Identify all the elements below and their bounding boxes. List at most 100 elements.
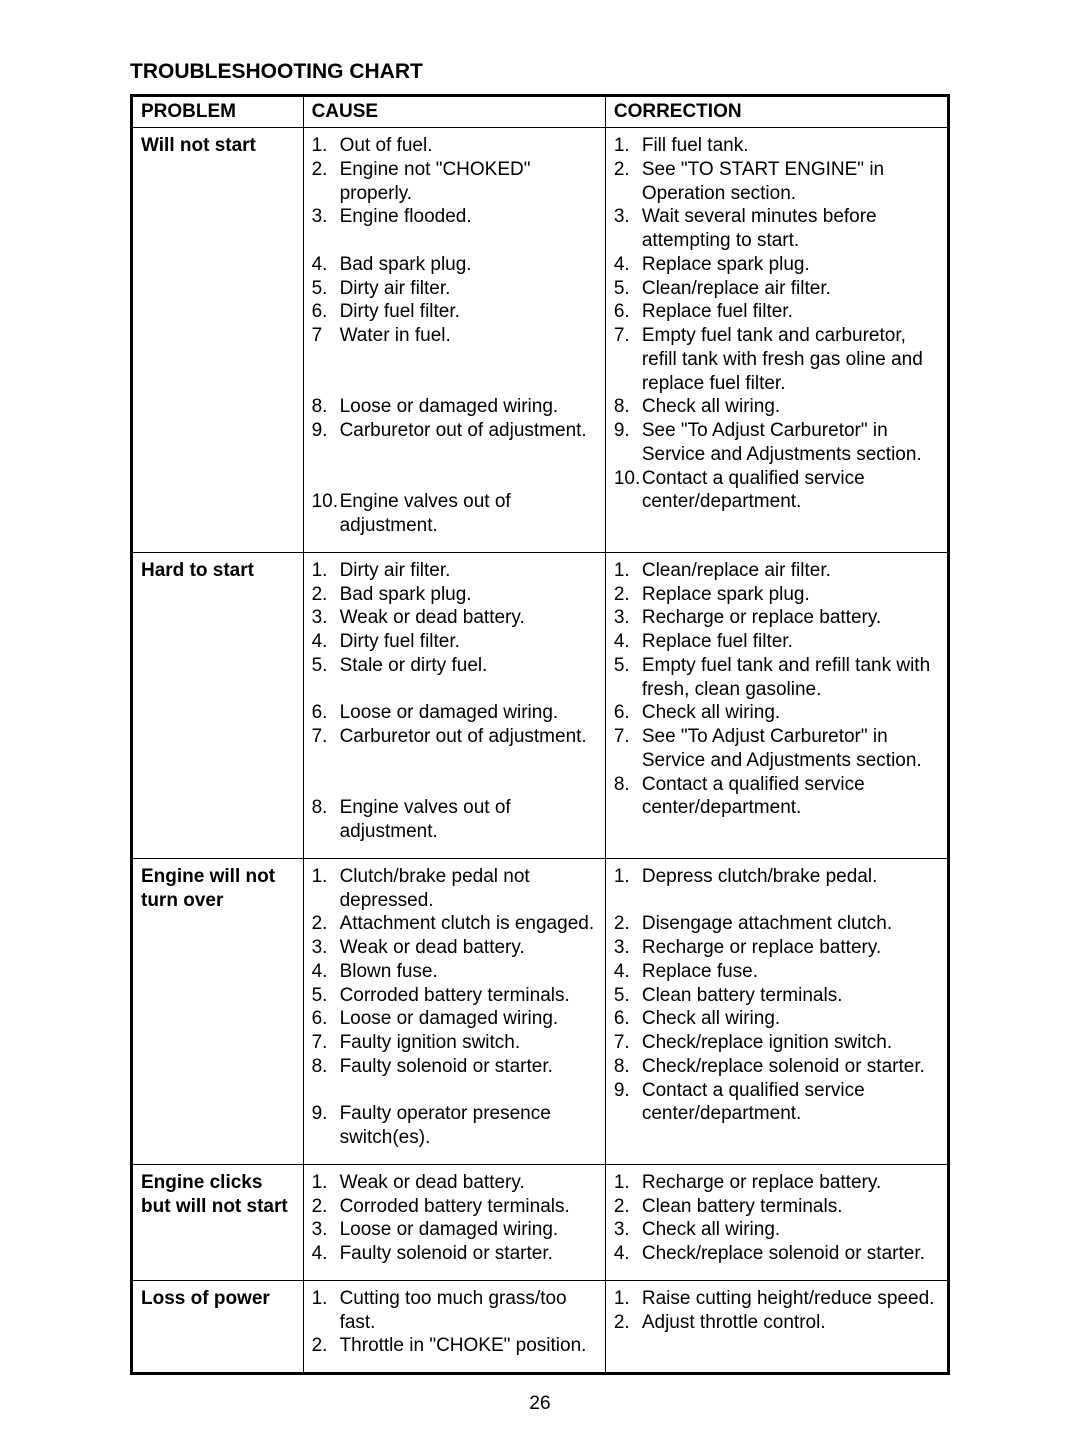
problem-cell: Loss of power [132,1280,304,1373]
header-correction: CORRECTION [605,96,948,128]
troubleshooting-table: PROBLEM CAUSE CORRECTION Will not start1… [130,94,950,1375]
problem-cell: Engine will not turn over [132,858,304,1164]
list-item: 5.Dirty air filter. [312,277,597,301]
list-item: 8.Engine valves out of adjustment. [312,796,597,844]
list-item: 9.Carburetor out of adjustment. [312,419,597,443]
list-item: 9.Contact a qualified service center/dep… [614,1079,939,1127]
list-item: 3.Wait several minutes before attempting… [614,205,939,253]
list-item: 2.Replace spark plug. [614,583,939,607]
list-item: 1.Out of fuel. [312,134,597,158]
list-item: 10.Contact a qualified service center/de… [614,467,939,515]
list-item [312,1079,597,1103]
list-item: 4.Replace spark plug. [614,253,939,277]
cause-cell: 1.Weak or dead battery.2.Corroded batter… [303,1164,605,1280]
correction-cell: 1.Clean/replace air filter.2.Replace spa… [605,552,948,858]
list-item: 3.Check all wiring. [614,1218,939,1242]
list-item: 2.See "TO START ENGINE" in Operation sec… [614,158,939,206]
list-item: 3.Recharge or replace battery. [614,606,939,630]
list-item [312,467,597,491]
list-item: 1.Recharge or replace battery. [614,1171,939,1195]
list-item: 9.See "To Adjust Carburetor" in Service … [614,419,939,467]
list-item: 8.Check all wiring. [614,395,939,419]
list-item: 7.Check/replace ignition switch. [614,1031,939,1055]
list-item: 7.Carburetor out of adjustment. [312,725,597,749]
list-item: 8.Check/replace solenoid or starter. [614,1055,939,1079]
correction-cell: 1.Recharge or replace battery.2.Clean ba… [605,1164,948,1280]
correction-cell: 1.Raise cutting height/reduce speed.2.Ad… [605,1280,948,1373]
list-item: 1.Depress clutch/brake pedal. [614,865,939,889]
cause-cell: 1.Clutch/brake pedal not depressed.2.Att… [303,858,605,1164]
list-item: 1.Dirty air filter. [312,559,597,583]
list-item: 4.Replace fuel filter. [614,630,939,654]
list-item: 7.See "To Adjust Carburetor" in Service … [614,725,939,773]
list-item: 3.Weak or dead battery. [312,606,597,630]
list-item: 3.Engine flooded. [312,205,597,229]
header-problem: PROBLEM [132,96,304,128]
list-item: 5.Corroded battery terminals. [312,984,597,1008]
table-row: Engine will not turn over1.Clutch/brake … [132,858,949,1164]
correction-cell: 1.Depress clutch/brake pedal. 2.Disengag… [605,858,948,1164]
table-row: Loss of power1.Cutting too much grass/to… [132,1280,949,1373]
page-number: 26 [130,1393,950,1415]
list-item: 4.Blown fuse. [312,960,597,984]
list-item: 6.Loose or damaged wiring. [312,701,597,725]
list-item: 3.Weak or dead battery. [312,936,597,960]
list-item: 2.Throttle in "CHOKE" position. [312,1334,597,1358]
list-item: 5.Clean battery terminals. [614,984,939,1008]
list-item: 5.Empty fuel tank and refill tank with f… [614,654,939,702]
list-item: 7.Empty fuel tank and carburetor, refill… [614,324,939,395]
list-item: 3.Recharge or replace battery. [614,936,939,960]
list-item: 4.Bad spark plug. [312,253,597,277]
list-item: 6.Check all wiring. [614,1007,939,1031]
list-item: 10.Engine valves out of adjustment. [312,490,597,538]
list-item: 6.Loose or damaged wiring. [312,1007,597,1031]
table-row: Engine clicks but will not start1.Weak o… [132,1164,949,1280]
list-item [312,678,597,702]
list-item: 2.Bad spark plug. [312,583,597,607]
list-item: 3.Loose or damaged wiring. [312,1218,597,1242]
chart-title: TROUBLESHOOTING CHART [130,60,950,84]
list-item [312,773,597,797]
correction-cell: 1.Fill fuel tank.2.See "TO START ENGINE"… [605,128,948,553]
problem-cell: Hard to start [132,552,304,858]
list-item: 9.Faulty operator presence switch(es). [312,1102,597,1150]
list-item: 8.Contact a qualified service center/dep… [614,773,939,821]
list-item: 4.Dirty fuel filter. [312,630,597,654]
list-item: 4.Faulty solenoid or starter. [312,1242,597,1266]
list-item: 1.Weak or dead battery. [312,1171,597,1195]
list-item: 5.Stale or dirty fuel. [312,654,597,678]
list-item [312,348,597,372]
list-item [614,889,939,913]
list-item: 7Water in fuel. [312,324,597,348]
list-item: 2.Engine not "CHOKED" properly. [312,158,597,206]
list-item: 2.Disengage attachment clutch. [614,912,939,936]
cause-cell: 1.Dirty air filter.2.Bad spark plug.3.We… [303,552,605,858]
list-item: 2.Corroded battery terminals. [312,1195,597,1219]
list-item [312,229,597,253]
cause-cell: 1.Cutting too much grass/too fast.2.Thro… [303,1280,605,1373]
list-item: 6.Replace fuel filter. [614,300,939,324]
list-item: 8.Loose or damaged wiring. [312,395,597,419]
list-item: 1.Clutch/brake pedal not depressed. [312,865,597,913]
list-item: 1.Fill fuel tank. [614,134,939,158]
list-item: 2.Attachment clutch is engaged. [312,912,597,936]
list-item: 6.Dirty fuel filter. [312,300,597,324]
header-cause: CAUSE [303,96,605,128]
table-header-row: PROBLEM CAUSE CORRECTION [132,96,949,128]
list-item: 8.Faulty solenoid or starter. [312,1055,597,1079]
list-item [312,749,597,773]
list-item: 1.Cutting too much grass/too fast. [312,1287,597,1335]
list-item: 5.Clean/replace air filter. [614,277,939,301]
list-item: 7.Faulty ignition switch. [312,1031,597,1055]
list-item: 2.Clean battery terminals. [614,1195,939,1219]
list-item: 4.Replace fuse. [614,960,939,984]
cause-cell: 1.Out of fuel.2.Engine not "CHOKED" prop… [303,128,605,553]
table-row: Hard to start1.Dirty air filter.2.Bad sp… [132,552,949,858]
problem-cell: Engine clicks but will not start [132,1164,304,1280]
list-item: 1.Raise cutting height/reduce speed. [614,1287,939,1311]
problem-cell: Will not start [132,128,304,553]
list-item: 1.Clean/replace air filter. [614,559,939,583]
list-item: 2.Adjust throttle control. [614,1311,939,1335]
list-item: 6.Check all wiring. [614,701,939,725]
list-item: 4.Check/replace solenoid or starter. [614,1242,939,1266]
